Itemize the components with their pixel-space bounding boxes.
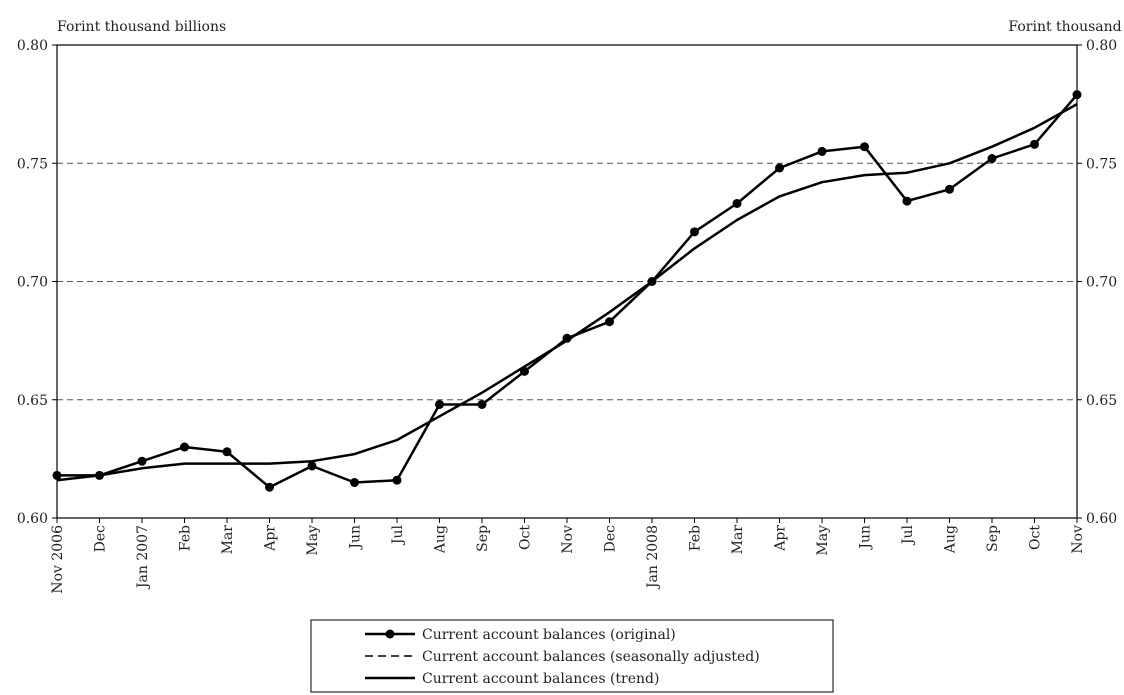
data-point — [1030, 139, 1039, 149]
legend-label: Current account balances (original) — [422, 627, 676, 643]
data-point — [732, 198, 742, 208]
y-tick-label-left: 0.60 — [17, 511, 48, 527]
data-point — [860, 142, 869, 152]
y-tick-label-left: 0.70 — [17, 275, 48, 291]
data-point — [1072, 90, 1082, 100]
data-point — [690, 227, 699, 237]
x-tick-label: Aug — [943, 525, 959, 554]
y-tick-label-left: 0.75 — [17, 156, 48, 172]
data-point — [987, 154, 997, 164]
y-tick-label-right: 0.75 — [1086, 156, 1117, 172]
x-tick-label: Feb — [178, 525, 194, 551]
x-tick-label: Jul — [900, 524, 916, 546]
series-line-0 — [57, 93, 1078, 489]
data-point — [392, 475, 402, 485]
x-tick-label: Jan 2008 — [645, 525, 661, 590]
right-axis-unit-label: Forint thousand billions — [1008, 19, 1124, 35]
left-axis-unit-label: Forint thousand billions — [57, 19, 226, 35]
data-point — [137, 456, 147, 466]
x-tick-label: Aug — [433, 525, 449, 554]
legend-marker — [385, 629, 395, 639]
gridlines — [57, 162, 1077, 401]
legend-label: Current account balances (seasonally adj… — [422, 649, 760, 665]
x-tick-label: Apr — [773, 525, 789, 552]
x-tick-label: Sep — [475, 525, 491, 552]
data-point — [180, 442, 189, 452]
x-tick-label: Sep — [985, 525, 1001, 552]
x-tick-label: Mar — [220, 525, 236, 555]
x-tick-label: Jun — [858, 525, 874, 551]
x-tick-label: Nov — [1070, 525, 1086, 554]
series-lines — [52, 90, 1082, 492]
x-tick-label: Jul — [390, 524, 406, 546]
x-tick-label: Mar — [730, 525, 746, 555]
data-point — [477, 399, 487, 409]
data-point — [265, 482, 274, 492]
data-point — [350, 478, 359, 488]
data-point — [435, 399, 444, 409]
data-point — [52, 470, 62, 480]
x-tick-label: Jun — [348, 525, 364, 551]
data-point — [945, 184, 954, 194]
data-point — [775, 163, 784, 173]
x-tick-label: Nov — [560, 525, 576, 554]
data-point — [307, 461, 317, 471]
x-tick-label: Nov 2006 — [50, 525, 66, 594]
x-tick-label: Dec — [93, 525, 109, 553]
x-tick-label: May — [815, 525, 831, 556]
data-point — [817, 146, 827, 156]
x-tick-labels: Nov 2006 Dec Jan 2007 Feb Mar Apr May Jun Jul Aug… — [50, 524, 1086, 593]
x-tick-label: Jan 2007 — [135, 525, 151, 590]
legend-label: Current account balances (trend) — [422, 671, 659, 687]
data-point — [605, 317, 614, 327]
y-tick-labels: 0.60 0.60 0.65 0.65 0.70 0.70 0.75 0.75 0.80 0.80 — [17, 38, 1117, 527]
x-tick-label: Oct — [1028, 525, 1044, 550]
y-tick-label-right: 0.65 — [1086, 393, 1117, 409]
y-tick-label-right: 0.70 — [1086, 275, 1117, 291]
legend: Current account balances (original) Curre… — [310, 619, 834, 693]
x-tick-label: Apr — [263, 525, 279, 552]
x-tick-label: Oct — [518, 525, 534, 550]
data-point — [902, 196, 912, 206]
y-tick-label-left: 0.65 — [17, 393, 48, 409]
x-tick-label: May — [305, 525, 321, 556]
x-tick-label: Feb — [688, 525, 704, 551]
x-tick-label: Dec — [603, 525, 619, 553]
data-point — [222, 447, 232, 457]
y-tick-label-right: 0.80 — [1086, 38, 1117, 54]
y-tick-label-right: 0.60 — [1086, 511, 1117, 527]
y-tick-label-left: 0.80 — [17, 38, 48, 54]
axes — [52, 44, 1082, 523]
series-line-2 — [56, 103, 1078, 482]
